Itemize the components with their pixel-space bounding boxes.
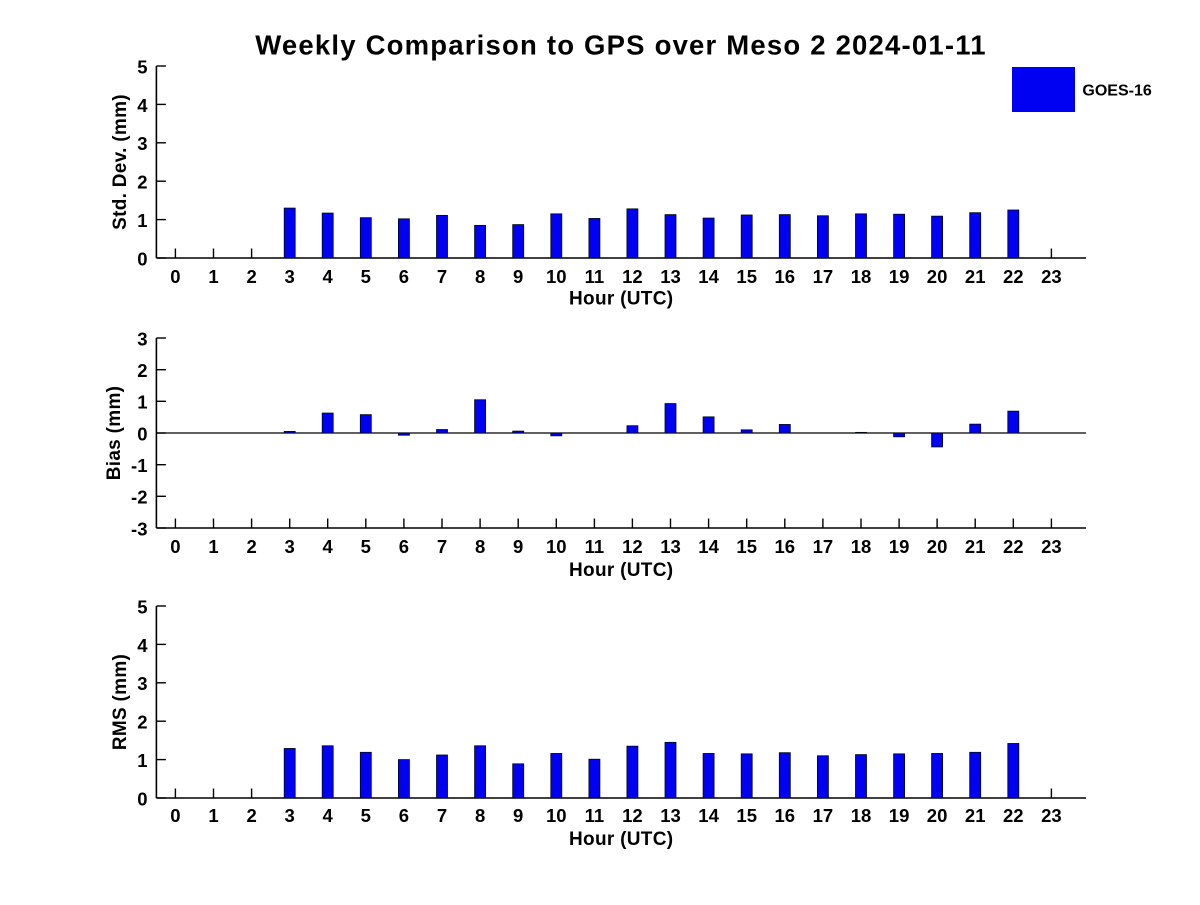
svg-text:11: 11 <box>585 266 605 287</box>
svg-text:RMS (mm): RMS (mm) <box>110 654 131 750</box>
svg-text:7: 7 <box>437 536 447 557</box>
svg-text:Weekly Comparison to GPS over: Weekly Comparison to GPS over Meso 2 202… <box>255 30 986 61</box>
svg-text:16: 16 <box>775 805 796 826</box>
svg-text:17: 17 <box>813 266 834 287</box>
svg-text:3: 3 <box>285 805 295 826</box>
svg-text:3: 3 <box>285 536 295 557</box>
svg-text:8: 8 <box>475 805 485 826</box>
svg-text:4: 4 <box>323 805 334 826</box>
svg-text:4: 4 <box>323 266 334 287</box>
svg-text:Hour (UTC): Hour (UTC) <box>569 560 673 581</box>
svg-text:16: 16 <box>775 266 796 287</box>
svg-text:12: 12 <box>622 266 643 287</box>
svg-text:16: 16 <box>775 536 796 557</box>
svg-text:2: 2 <box>137 360 147 381</box>
svg-text:10: 10 <box>546 536 567 557</box>
svg-text:1: 1 <box>208 266 218 287</box>
svg-text:3: 3 <box>137 133 147 154</box>
svg-text:10: 10 <box>546 805 567 826</box>
svg-text:19: 19 <box>889 266 910 287</box>
svg-text:13: 13 <box>660 266 681 287</box>
svg-text:2: 2 <box>137 172 147 193</box>
svg-text:6: 6 <box>399 536 409 557</box>
svg-text:GOES-16: GOES-16 <box>1082 83 1151 100</box>
svg-text:18: 18 <box>851 805 872 826</box>
svg-text:5: 5 <box>361 266 371 287</box>
svg-text:-2: -2 <box>131 487 147 508</box>
svg-text:12: 12 <box>622 536 643 557</box>
svg-text:15: 15 <box>736 536 757 557</box>
svg-text:6: 6 <box>399 805 409 826</box>
svg-text:0: 0 <box>170 266 180 287</box>
svg-text:12: 12 <box>622 805 643 826</box>
svg-text:23: 23 <box>1041 266 1062 287</box>
svg-text:Bias (mm): Bias (mm) <box>104 386 125 481</box>
svg-text:3: 3 <box>137 328 147 349</box>
svg-text:14: 14 <box>698 536 719 557</box>
svg-text:1: 1 <box>137 392 147 413</box>
svg-text:21: 21 <box>965 266 986 287</box>
svg-text:0: 0 <box>137 788 147 809</box>
svg-text:5: 5 <box>137 596 147 617</box>
svg-text:3: 3 <box>137 673 147 694</box>
svg-text:9: 9 <box>513 266 523 287</box>
svg-text:5: 5 <box>361 536 371 557</box>
svg-text:0: 0 <box>170 805 180 826</box>
svg-text:20: 20 <box>927 536 948 557</box>
svg-text:17: 17 <box>813 536 834 557</box>
svg-text:5: 5 <box>361 805 371 826</box>
svg-text:7: 7 <box>437 266 447 287</box>
svg-text:19: 19 <box>889 805 910 826</box>
svg-text:4: 4 <box>137 95 148 116</box>
svg-text:2: 2 <box>246 536 256 557</box>
svg-text:9: 9 <box>513 536 523 557</box>
svg-text:23: 23 <box>1041 805 1062 826</box>
svg-text:2: 2 <box>246 805 256 826</box>
svg-text:Hour (UTC): Hour (UTC) <box>569 829 673 850</box>
svg-text:9: 9 <box>513 805 523 826</box>
svg-text:22: 22 <box>1003 266 1024 287</box>
svg-text:13: 13 <box>660 536 681 557</box>
svg-text:2: 2 <box>137 712 147 733</box>
svg-text:0: 0 <box>137 248 147 269</box>
svg-text:Hour (UTC): Hour (UTC) <box>569 289 673 310</box>
svg-text:3: 3 <box>285 266 295 287</box>
svg-text:1: 1 <box>137 750 147 771</box>
svg-text:19: 19 <box>889 536 910 557</box>
svg-text:22: 22 <box>1003 536 1024 557</box>
svg-text:4: 4 <box>323 536 334 557</box>
svg-text:1: 1 <box>208 536 218 557</box>
svg-text:21: 21 <box>965 805 986 826</box>
svg-text:4: 4 <box>137 635 148 656</box>
svg-text:11: 11 <box>585 805 605 826</box>
svg-text:21: 21 <box>965 536 986 557</box>
svg-text:22: 22 <box>1003 805 1024 826</box>
svg-text:20: 20 <box>927 266 948 287</box>
svg-text:10: 10 <box>546 266 567 287</box>
svg-text:0: 0 <box>137 423 147 444</box>
svg-text:1: 1 <box>137 210 147 231</box>
svg-text:-1: -1 <box>131 455 147 476</box>
svg-text:5: 5 <box>137 56 147 77</box>
svg-text:23: 23 <box>1041 536 1062 557</box>
svg-text:15: 15 <box>736 805 757 826</box>
svg-text:7: 7 <box>437 805 447 826</box>
svg-text:1: 1 <box>208 805 218 826</box>
svg-text:11: 11 <box>585 536 605 557</box>
svg-text:14: 14 <box>698 266 719 287</box>
svg-text:15: 15 <box>736 266 757 287</box>
svg-text:18: 18 <box>851 536 872 557</box>
svg-text:Std. Dev. (mm): Std. Dev. (mm) <box>110 94 131 230</box>
svg-text:2: 2 <box>246 266 256 287</box>
svg-text:8: 8 <box>475 536 485 557</box>
svg-text:17: 17 <box>813 805 834 826</box>
svg-text:14: 14 <box>698 805 719 826</box>
svg-text:8: 8 <box>475 266 485 287</box>
svg-text:6: 6 <box>399 266 409 287</box>
svg-text:-3: -3 <box>131 518 147 539</box>
svg-text:13: 13 <box>660 805 681 826</box>
svg-text:20: 20 <box>927 805 948 826</box>
svg-text:0: 0 <box>170 536 180 557</box>
svg-text:18: 18 <box>851 266 872 287</box>
